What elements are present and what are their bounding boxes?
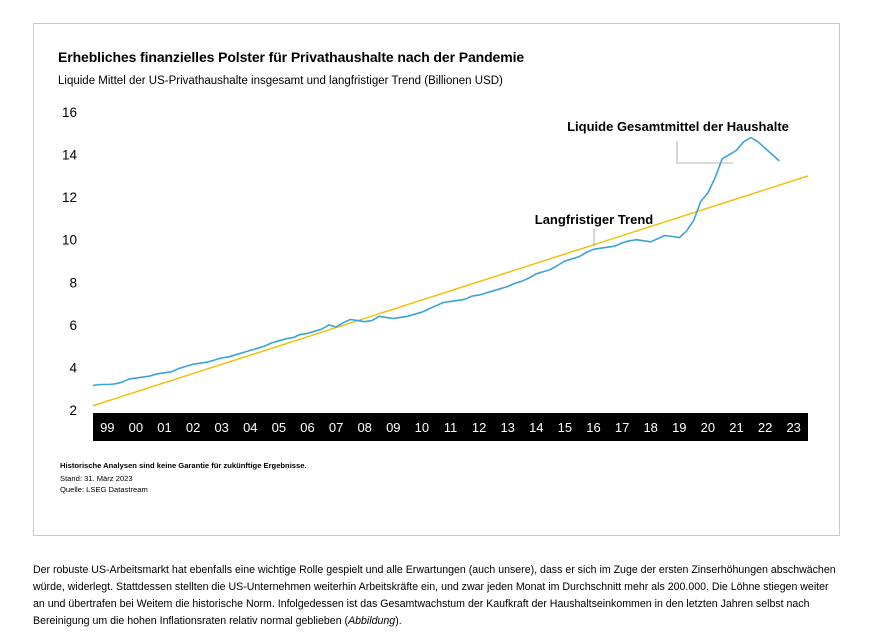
y-tick-label: 16 <box>62 105 77 120</box>
x-tick-label: 07 <box>329 420 343 435</box>
x-tick-label: 14 <box>529 420 543 435</box>
series-layer <box>92 136 809 407</box>
chart-subtitle: Liquide Mittel der US-Privathaushalte in… <box>58 75 503 87</box>
y-tick-label: 10 <box>62 233 77 248</box>
paragraph-end-text: ). <box>395 615 402 627</box>
x-tick-label: 04 <box>243 420 257 435</box>
x-tick-label: 10 <box>415 420 429 435</box>
x-tick-label: 12 <box>472 420 486 435</box>
x-tick-label: 22 <box>758 420 772 435</box>
paragraph-figure-reference: Abbildung <box>348 615 396 627</box>
y-axis: 2 4 6 8 10 12 14 16 <box>62 105 78 418</box>
annotation-trend: Langfristiger Trend <box>535 212 654 227</box>
y-tick-label: 6 <box>69 318 77 333</box>
x-tick-label: 20 <box>701 420 715 435</box>
x-tick-label: 23 <box>786 420 800 435</box>
y-tick-label: 8 <box>69 275 77 290</box>
chart-card <box>33 23 840 536</box>
x-tick-label: 00 <box>129 420 143 435</box>
long-term-trend-line <box>92 175 809 407</box>
x-tick-label: 01 <box>157 420 171 435</box>
x-tick-label: 17 <box>615 420 629 435</box>
annotation-layer: Liquide Gesamtmittel der Haushalte Langfr… <box>535 119 789 246</box>
annotation-liquid-assets: Liquide Gesamtmittel der Haushalte <box>567 119 789 134</box>
x-tick-label: 11 <box>444 420 458 435</box>
x-tick-label: 03 <box>214 420 228 435</box>
x-tick-label: 02 <box>186 420 200 435</box>
x-tick-label: 21 <box>729 420 743 435</box>
x-axis-bar <box>93 413 808 441</box>
y-tick-label: 2 <box>69 403 77 418</box>
chart-title: Erhebliches finanzielles Polster für Pri… <box>58 49 525 65</box>
disclaimer-note: Historische Analysen sind keine Garantie… <box>60 461 307 470</box>
y-tick-label: 14 <box>62 148 78 163</box>
x-tick-label: 08 <box>357 420 371 435</box>
source-note: Quelle: LSEG Datastream <box>60 485 148 494</box>
x-tick-label: 15 <box>558 420 572 435</box>
body-paragraph: Der robuste US-Arbeitsmarkt hat ebenfall… <box>33 562 843 630</box>
x-tick-label: 13 <box>500 420 514 435</box>
x-tick-label: 18 <box>643 420 657 435</box>
x-tick-label: 05 <box>272 420 286 435</box>
household-liquid-assets-line <box>92 136 780 387</box>
x-tick-label: 99 <box>100 420 114 435</box>
x-tick-label: 09 <box>386 420 400 435</box>
y-tick-label: 4 <box>69 360 77 375</box>
x-axis: 99 00 01 02 03 04 05 06 07 08 09 10 11 12 13 14 15 16 17 18… <box>100 420 801 435</box>
leader-line-liquid-assets <box>676 141 733 164</box>
x-tick-label: 06 <box>300 420 314 435</box>
x-tick-label: 16 <box>586 420 600 435</box>
x-tick-label: 19 <box>672 420 686 435</box>
y-tick-label: 12 <box>62 190 77 205</box>
paragraph-main-text: Der robuste US-Arbeitsmarkt hat ebenfall… <box>33 564 836 627</box>
date-note: Stand: 31. März 2023 <box>60 474 133 483</box>
